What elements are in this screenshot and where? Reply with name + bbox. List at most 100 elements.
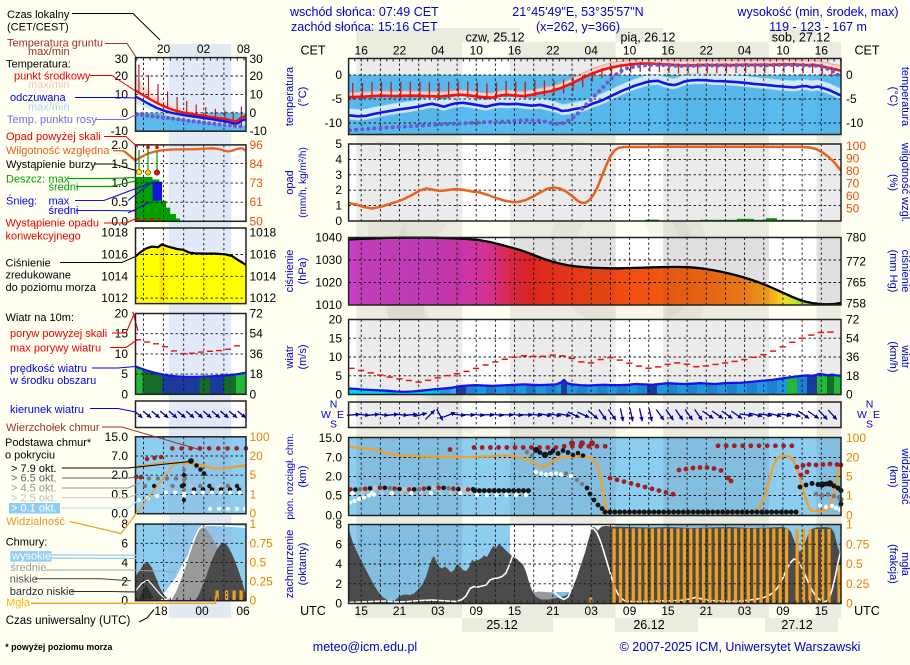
- svg-text:1: 1: [335, 199, 342, 213]
- svg-text:konwekcyjnego: konwekcyjnego: [6, 231, 81, 243]
- svg-text:02: 02: [197, 42, 211, 56]
- svg-text:15: 15: [508, 604, 522, 618]
- svg-text:wysokie: wysokie: [11, 551, 51, 563]
- svg-text:50: 50: [846, 201, 860, 215]
- svg-text:(°C): (°C): [887, 87, 899, 107]
- svg-text:max/min: max/min: [28, 102, 70, 114]
- svg-text:S: S: [330, 419, 337, 431]
- svg-text:meteo@icm.edu.pl: meteo@icm.edu.pl: [313, 640, 417, 654]
- svg-text:Śnieg:: Śnieg:: [6, 194, 37, 207]
- svg-text:5: 5: [846, 470, 853, 484]
- svg-text:1040: 1040: [315, 231, 342, 245]
- svg-text:0: 0: [121, 387, 128, 401]
- svg-text:wiatr: wiatr: [284, 345, 296, 370]
- svg-text:00: 00: [195, 604, 209, 618]
- svg-text:15: 15: [661, 604, 675, 618]
- svg-text:Deszcz:: Deszcz:: [6, 173, 45, 185]
- svg-text:27.12: 27.12: [781, 618, 812, 632]
- svg-text:wilgotność wzgl.: wilgotność wzgl.: [899, 142, 910, 222]
- svg-text:-5: -5: [846, 92, 857, 106]
- svg-text:> 0.1 okt.: > 0.1 okt.: [11, 502, 57, 514]
- svg-text:20: 20: [846, 451, 860, 465]
- svg-text:6: 6: [121, 536, 128, 550]
- svg-text:0.5: 0.5: [250, 555, 267, 569]
- svg-text:0: 0: [846, 388, 853, 402]
- svg-text:72: 72: [250, 307, 264, 321]
- svg-text:16: 16: [661, 44, 675, 58]
- svg-text:09: 09: [623, 604, 637, 618]
- svg-text:0: 0: [121, 106, 128, 120]
- svg-text:0: 0: [846, 597, 853, 611]
- svg-text:20: 20: [250, 449, 264, 463]
- svg-text:10: 10: [115, 347, 129, 361]
- svg-text:Mgła: Mgła: [6, 597, 31, 609]
- svg-text:czw, 25.12: czw, 25.12: [465, 31, 524, 45]
- svg-text:03: 03: [585, 604, 599, 618]
- svg-text:15: 15: [329, 331, 343, 345]
- svg-text:(mm/h, kg/m²/h): (mm/h, kg/m²/h): [298, 147, 309, 218]
- svg-text:(oktanty): (oktanty): [297, 543, 309, 586]
- svg-text:03: 03: [431, 604, 445, 618]
- svg-text:16: 16: [508, 44, 522, 58]
- svg-text:0.75: 0.75: [846, 537, 870, 551]
- svg-text:pion. rozciągł. chm.: pion. rozciągł. chm.: [285, 433, 296, 519]
- svg-text:09: 09: [470, 604, 484, 618]
- svg-text:10: 10: [115, 87, 129, 101]
- svg-text:Widzialność: Widzialność: [6, 516, 65, 528]
- svg-text:średnie: średnie: [10, 562, 46, 574]
- svg-text:średni: średni: [49, 181, 79, 193]
- svg-text:1016: 1016: [250, 248, 277, 262]
- svg-text:E: E: [873, 409, 880, 421]
- svg-text:widzialność: widzialność: [899, 447, 910, 505]
- svg-text:prędkość wiatru: prędkość wiatru: [10, 363, 87, 375]
- svg-text:7.0: 7.0: [111, 449, 128, 463]
- svg-text:1010: 1010: [315, 298, 342, 312]
- svg-text:ciśnienie: ciśnienie: [284, 250, 296, 293]
- svg-text:20: 20: [115, 307, 129, 321]
- svg-text:Czas lokalny: Czas lokalny: [7, 9, 70, 21]
- svg-text:15: 15: [115, 327, 129, 341]
- svg-text:61: 61: [250, 195, 264, 209]
- svg-text:4: 4: [335, 152, 342, 166]
- svg-text:* powyżej poziomu morza: * powyżej poziomu morza: [5, 642, 112, 652]
- svg-text:Wiatr na 10m:: Wiatr na 10m:: [6, 312, 74, 324]
- svg-text:E: E: [337, 409, 344, 421]
- svg-text:0.25: 0.25: [250, 575, 274, 589]
- svg-text:(CET/CEST): (CET/CEST): [7, 22, 69, 34]
- svg-text:0: 0: [250, 106, 257, 120]
- svg-text:max/min: max/min: [28, 46, 70, 58]
- svg-text:o pokryciu: o pokryciu: [5, 450, 55, 462]
- svg-text:54: 54: [250, 327, 264, 341]
- svg-text:2: 2: [335, 577, 342, 591]
- svg-text:22: 22: [700, 44, 714, 58]
- svg-text:36: 36: [250, 347, 264, 361]
- svg-text:0.75: 0.75: [250, 536, 274, 550]
- svg-text:26.12: 26.12: [633, 618, 664, 632]
- svg-text:18: 18: [250, 367, 264, 381]
- svg-text:1016: 1016: [101, 248, 128, 262]
- svg-text:2.0: 2.0: [325, 470, 342, 484]
- svg-text:15: 15: [355, 604, 369, 618]
- svg-text:8: 8: [335, 518, 342, 532]
- svg-text:sob, 27.12: sob, 27.12: [772, 31, 830, 45]
- svg-text:2: 2: [121, 575, 128, 589]
- svg-text:poryw powyżej skali: poryw powyżej skali: [10, 328, 107, 340]
- svg-text:zachmurzenie: zachmurzenie: [284, 530, 296, 598]
- svg-text:(m/s): (m/s): [297, 344, 309, 369]
- svg-text:0: 0: [846, 68, 853, 82]
- svg-text:20: 20: [329, 313, 343, 327]
- svg-text:pią, 26.12: pią, 26.12: [621, 31, 676, 45]
- svg-text:UTC: UTC: [854, 604, 880, 618]
- svg-text:72: 72: [846, 313, 860, 327]
- svg-text:7.0: 7.0: [325, 451, 342, 465]
- svg-text:temperatura: temperatura: [284, 66, 296, 126]
- svg-text:10: 10: [623, 44, 637, 58]
- svg-text:niskie: niskie: [10, 573, 38, 585]
- svg-text:Podstawa chmur*: Podstawa chmur*: [5, 437, 92, 449]
- svg-text:15: 15: [815, 604, 829, 618]
- svg-text:Czas uniwersalny (UTC): Czas uniwersalny (UTC): [6, 615, 131, 627]
- svg-text:0: 0: [250, 594, 257, 608]
- svg-text:22: 22: [546, 44, 560, 58]
- svg-text:84: 84: [250, 157, 264, 171]
- svg-text:Temperatura:: Temperatura:: [6, 58, 71, 70]
